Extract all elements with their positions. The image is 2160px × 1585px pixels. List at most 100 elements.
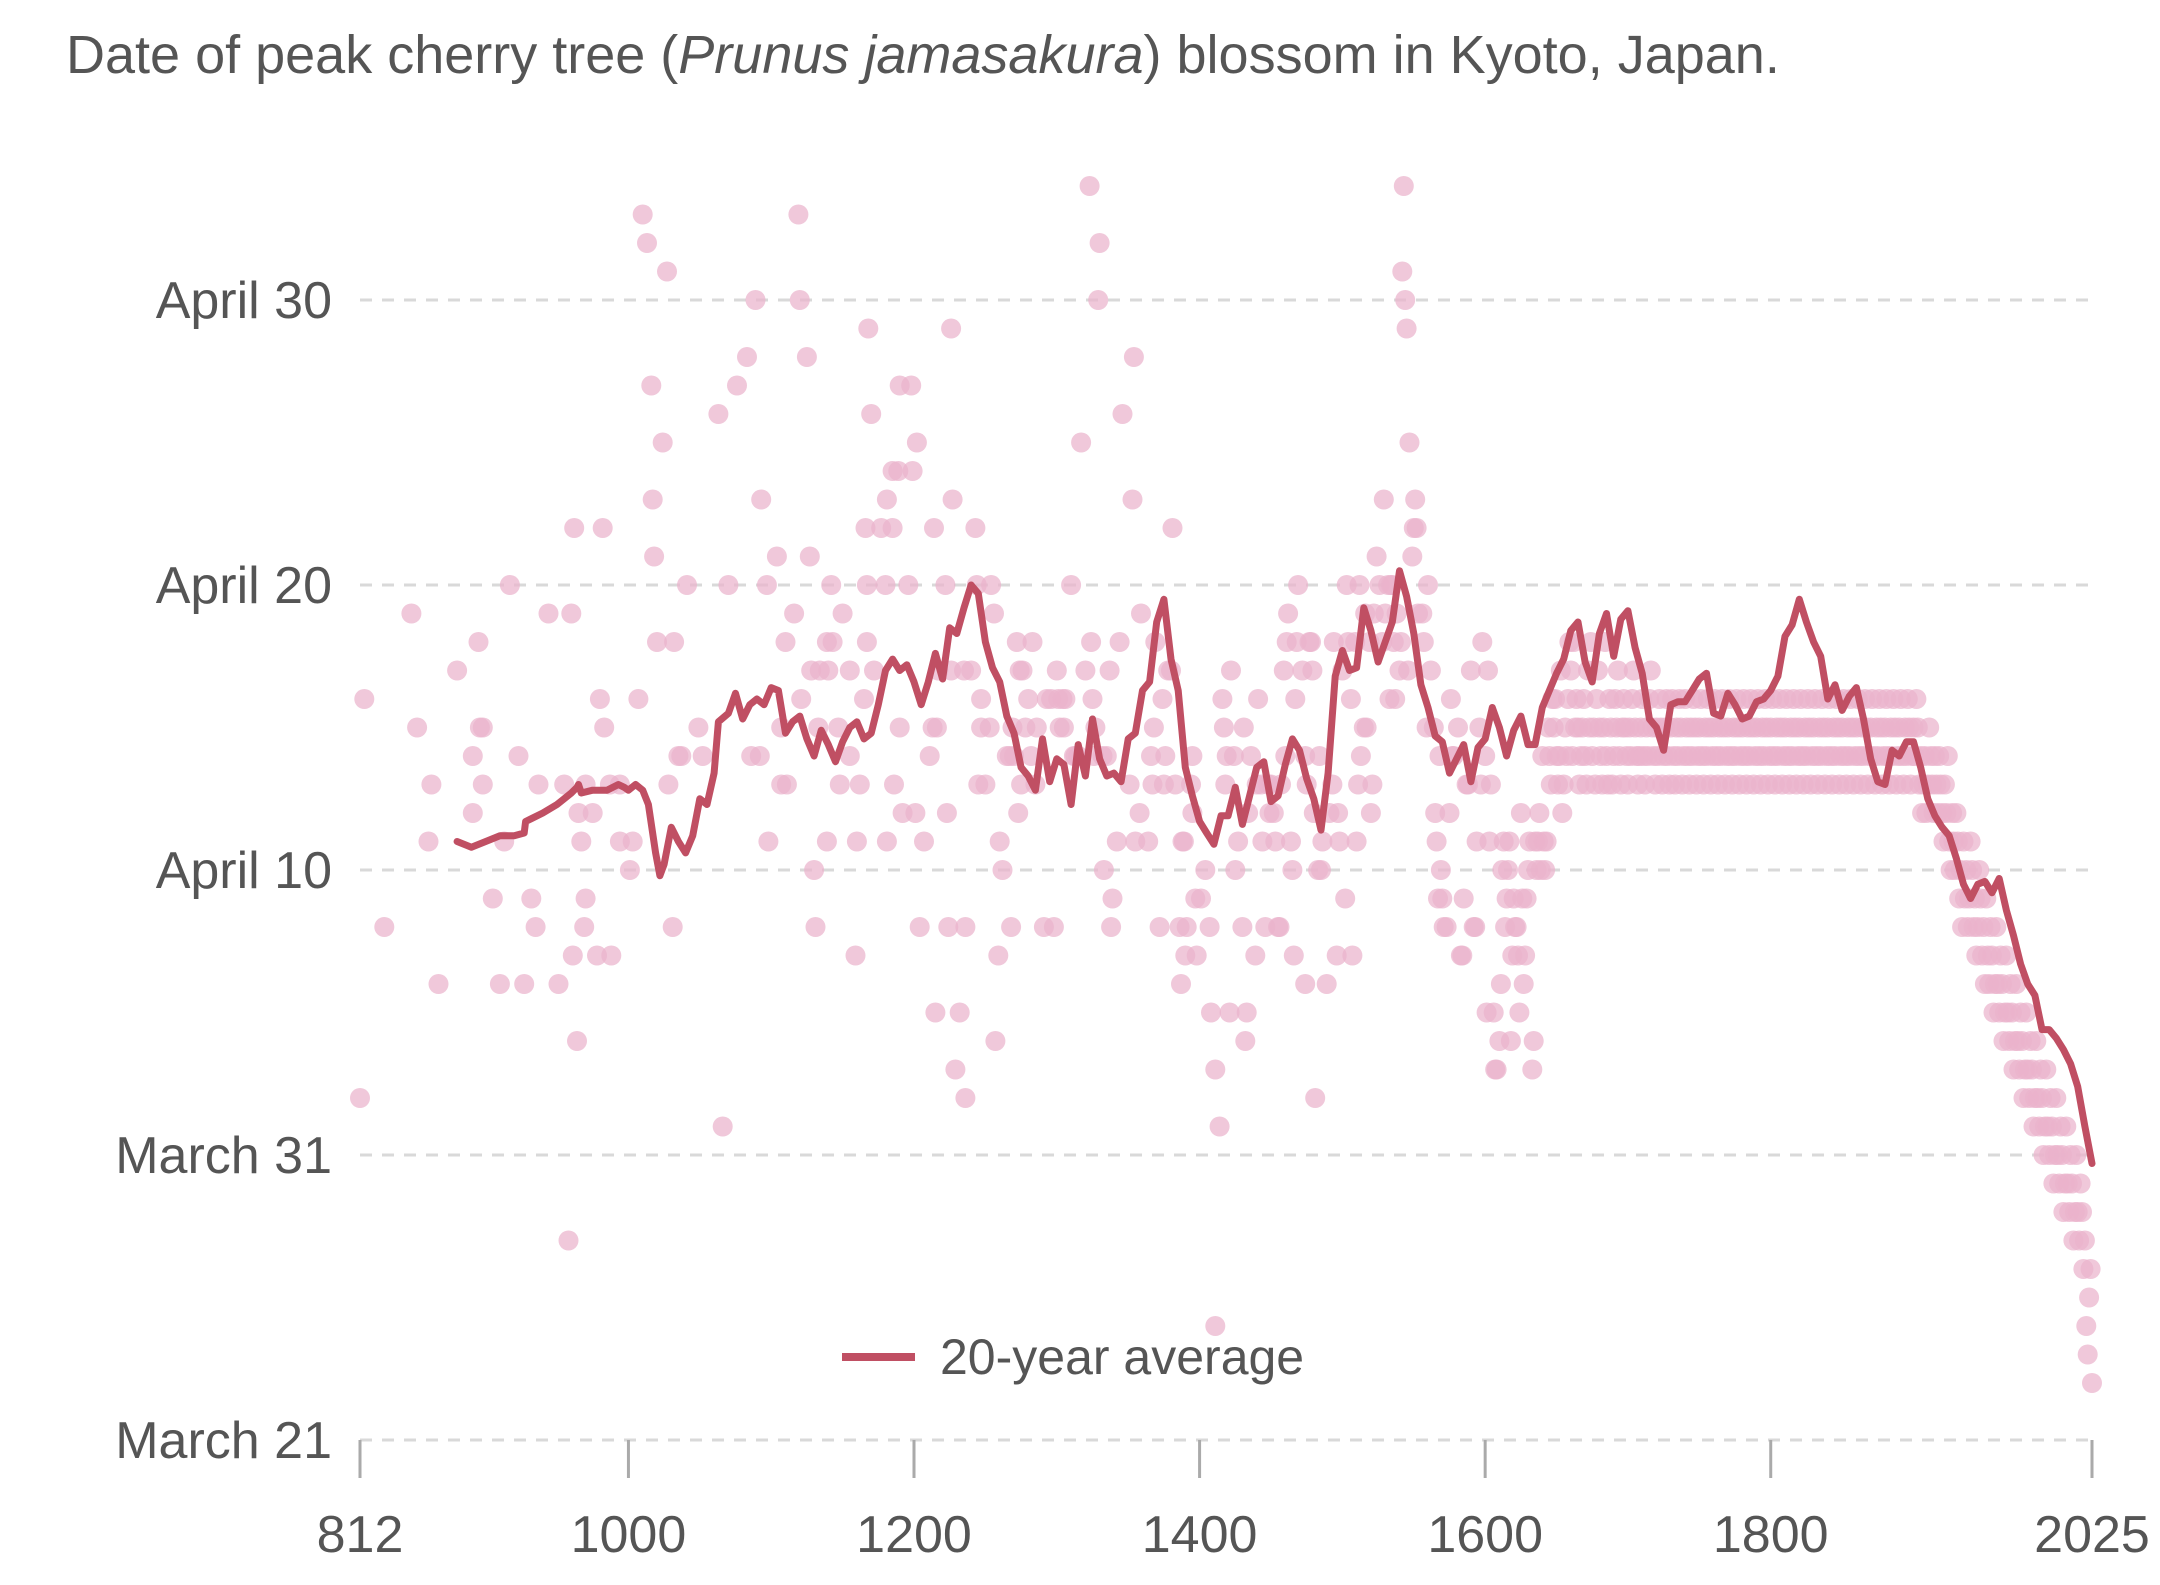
data-point <box>789 290 810 310</box>
data-point <box>708 404 729 424</box>
data-point <box>1523 1031 1544 1051</box>
data-point <box>1465 917 1486 937</box>
data-point <box>1209 1116 1230 1137</box>
data-point <box>1522 1059 1543 1080</box>
data-point <box>1149 917 1170 937</box>
data-point <box>1312 831 1333 852</box>
data-point <box>821 575 842 595</box>
data-point <box>965 518 986 538</box>
data-point <box>562 945 583 966</box>
data-point <box>1515 945 1536 966</box>
data-point <box>1906 689 1927 709</box>
data-point <box>1430 860 1451 880</box>
data-point <box>1245 945 1266 966</box>
data-point <box>925 1002 946 1023</box>
data-point <box>941 318 962 339</box>
title-species-italic: Prunus jamasakura <box>678 25 1144 85</box>
data-point <box>846 831 867 852</box>
data-point <box>1373 489 1394 510</box>
data-point <box>1436 917 1457 937</box>
data-point <box>2072 1202 2092 1222</box>
data-point <box>472 774 493 795</box>
data-point <box>1305 1088 1326 1108</box>
average-line-layer <box>453 567 2096 1167</box>
data-point <box>1075 660 1096 681</box>
data-point <box>1089 233 1110 253</box>
data-point <box>1390 632 1411 652</box>
data-point <box>622 831 643 852</box>
data-point <box>647 632 667 652</box>
data-point <box>1302 660 1323 681</box>
data-point <box>1499 831 1520 852</box>
data-point <box>2074 1230 2095 1251</box>
data-point <box>2082 1373 2102 1393</box>
data-point <box>955 917 976 937</box>
data-point <box>2070 1173 2091 1194</box>
data-point <box>1061 575 1082 595</box>
data-point <box>1263 803 1284 823</box>
data-point <box>1329 831 1350 852</box>
data-point <box>1328 803 1349 823</box>
data-point <box>914 831 934 852</box>
data-point <box>462 803 483 823</box>
data-point <box>816 831 837 852</box>
data-point <box>1228 831 1249 852</box>
data-point <box>1316 974 1337 994</box>
data-point <box>1155 746 1176 766</box>
data-point <box>984 603 1004 624</box>
data-point <box>1472 632 1493 652</box>
data-point <box>902 461 923 481</box>
x-tick-label: 812 <box>317 1506 404 1564</box>
data-point <box>1405 489 1426 510</box>
title-text-after: ) blossom in Kyoto, Japan. <box>1143 25 1780 85</box>
data-point <box>1143 717 1164 738</box>
data-point <box>1205 1316 1226 1336</box>
y-tick-label: April 10 <box>156 842 332 900</box>
data-point <box>619 860 640 880</box>
data-point <box>856 632 877 652</box>
data-point <box>641 375 662 396</box>
data-point <box>1046 660 1067 681</box>
data-point <box>876 489 897 510</box>
data-point <box>926 717 947 738</box>
data-point <box>988 945 1009 966</box>
data-point <box>401 603 422 624</box>
data-point <box>1385 689 1406 709</box>
data-point <box>1479 831 1500 852</box>
data-point <box>989 831 1010 852</box>
data-point <box>657 261 677 282</box>
data-point <box>1560 660 1581 681</box>
data-point <box>775 632 796 652</box>
data-point <box>1026 717 1047 738</box>
data-point <box>961 660 982 681</box>
data-point <box>828 717 849 738</box>
data-point <box>906 432 927 453</box>
data-point <box>756 575 777 595</box>
data-point <box>1295 974 1316 994</box>
data-point <box>561 603 582 624</box>
data-point <box>905 803 926 823</box>
data-point <box>1346 831 1367 852</box>
data-point <box>1233 717 1254 738</box>
data-point <box>601 945 622 966</box>
data-point <box>1165 774 1186 795</box>
data-point <box>1301 632 1321 652</box>
data-point <box>1395 290 1416 310</box>
data-point <box>1232 917 1253 937</box>
data-point <box>1176 917 1197 937</box>
data-point <box>447 660 468 681</box>
data-point <box>468 632 489 652</box>
data-point <box>568 803 589 823</box>
data-point <box>592 518 613 538</box>
data-point <box>1996 945 2017 966</box>
data-point <box>499 575 520 595</box>
data-point <box>1278 603 1299 624</box>
data-point <box>658 774 679 795</box>
data-point <box>1342 945 1363 966</box>
legend-label: 20-year average <box>940 1329 1304 1385</box>
data-point <box>1225 860 1246 880</box>
data-point <box>1349 575 1370 595</box>
data-point <box>1088 290 1109 310</box>
data-point <box>692 746 713 766</box>
data-point <box>1439 803 1460 823</box>
